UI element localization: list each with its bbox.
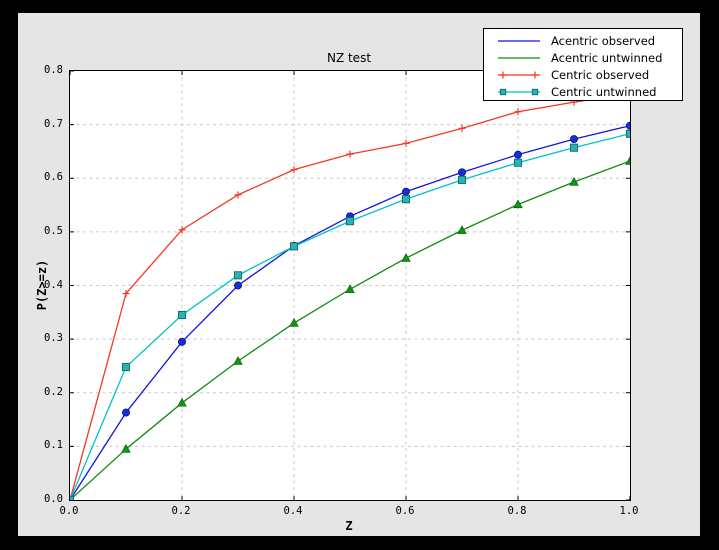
centric-untwinned-line — [70, 133, 630, 500]
x-axis-label: Z — [345, 519, 353, 533]
centric-observed-marker — [234, 191, 242, 199]
centric-untwinned-marker — [345, 217, 355, 226]
plot-area — [69, 70, 631, 501]
chart-title: NZ test — [326, 51, 372, 65]
legend-label: Centric untwinned — [551, 84, 657, 99]
centric-observed-marker — [514, 108, 522, 116]
y-tick-label: 0.6 — [44, 171, 63, 184]
x-tick-label: 1.0 — [619, 505, 639, 517]
centric-untwinned-marker — [177, 310, 187, 320]
legend-sample — [498, 56, 540, 59]
centric-observed-marker — [346, 150, 354, 158]
acentric-observed-marker — [122, 408, 130, 417]
y-tick-label: 0.1 — [44, 439, 63, 452]
acentric-untwinned-marker — [289, 318, 299, 327]
y-axis-label: P(Z>=z) — [35, 259, 49, 311]
acentric-untwinned-marker — [177, 397, 187, 407]
centric-untwinned-marker — [513, 158, 523, 167]
y-tick-label: 0.3 — [44, 332, 63, 345]
acentric-untwinned-line — [70, 160, 630, 500]
acentric-untwinned-marker — [121, 444, 131, 453]
legend-entry-centric-observed: Centric observed — [496, 66, 682, 83]
centric-untwinned-marker — [531, 88, 539, 95]
centric-untwinned-marker — [289, 242, 299, 251]
x-tick-label: 0.0 — [59, 505, 79, 517]
legend-entry-centric-untwinned: Centric untwinned — [496, 83, 682, 100]
acentric-untwinned-marker — [513, 199, 523, 209]
acentric-observed-marker — [570, 135, 578, 144]
legend-label: Acentric observed — [551, 33, 656, 48]
centric-observed-marker — [178, 226, 186, 234]
centric-untwinned-marker — [569, 143, 579, 152]
y-tick-label: 0.2 — [44, 385, 63, 398]
centric-untwinned-marker — [233, 271, 243, 280]
y-tick-label: 0.7 — [44, 117, 63, 130]
acentric-observed-marker — [234, 281, 242, 290]
legend-sample — [498, 39, 540, 42]
centric-untwinned-marker — [70, 495, 75, 500]
acentric-observed-line — [70, 125, 630, 500]
y-tick-label: 0.4 — [44, 278, 63, 291]
x-tick-label: 0.8 — [507, 505, 527, 517]
centric-observed-marker — [499, 71, 507, 78]
acentric-untwinned-marker — [345, 284, 355, 293]
x-tick-label: 0.2 — [171, 505, 191, 517]
centric-observed-marker — [531, 71, 539, 78]
centric-untwinned-marker — [121, 362, 131, 372]
acentric-untwinned-marker — [457, 225, 467, 234]
centric-observed-marker — [458, 124, 466, 132]
legend: Acentric observed Acentric untwinned Centr… — [483, 28, 683, 101]
acentric-observed-marker — [626, 121, 630, 130]
legend-entry-acentric-untwinned: Acentric untwinned — [496, 49, 682, 66]
acentric-untwinned-marker — [233, 356, 243, 365]
centric-observed-marker — [402, 139, 410, 147]
y-tick-label: 0.8 — [44, 64, 63, 76]
legend-entry-acentric-observed: Acentric observed — [496, 32, 682, 49]
x-tick-label: 0.4 — [283, 505, 303, 517]
x-tick-label: 0.6 — [395, 505, 415, 517]
centric-untwinned-marker — [499, 88, 507, 95]
acentric-untwinned-marker — [401, 253, 411, 262]
centric-untwinned-marker — [457, 175, 467, 184]
acentric-untwinned-marker — [569, 176, 579, 186]
acentric-observed-marker — [514, 150, 522, 159]
legend-sample — [498, 71, 540, 78]
acentric-observed-marker — [178, 337, 186, 346]
acentric-observed-marker — [402, 187, 410, 196]
centric-observed-marker — [290, 166, 298, 174]
centric-untwinned-marker — [401, 195, 411, 204]
centric-untwinned-marker — [625, 129, 630, 138]
legend-sample — [498, 88, 540, 95]
plot-canvas — [70, 71, 630, 500]
y-tick-label: 0.0 — [44, 493, 63, 505]
legend-label: Centric observed — [551, 67, 650, 82]
figure: NZ test 0.0 0.1 0.2 0.3 0.4 0.5 0.6 0.7 0.8 0.0 0.… — [18, 13, 700, 536]
legend-label: Acentric untwinned — [551, 50, 663, 65]
acentric-observed-marker — [458, 168, 466, 177]
acentric-untwinned-marker — [625, 156, 630, 165]
y-tick-label: 0.5 — [44, 224, 63, 237]
centric-observed-marker — [122, 290, 130, 298]
